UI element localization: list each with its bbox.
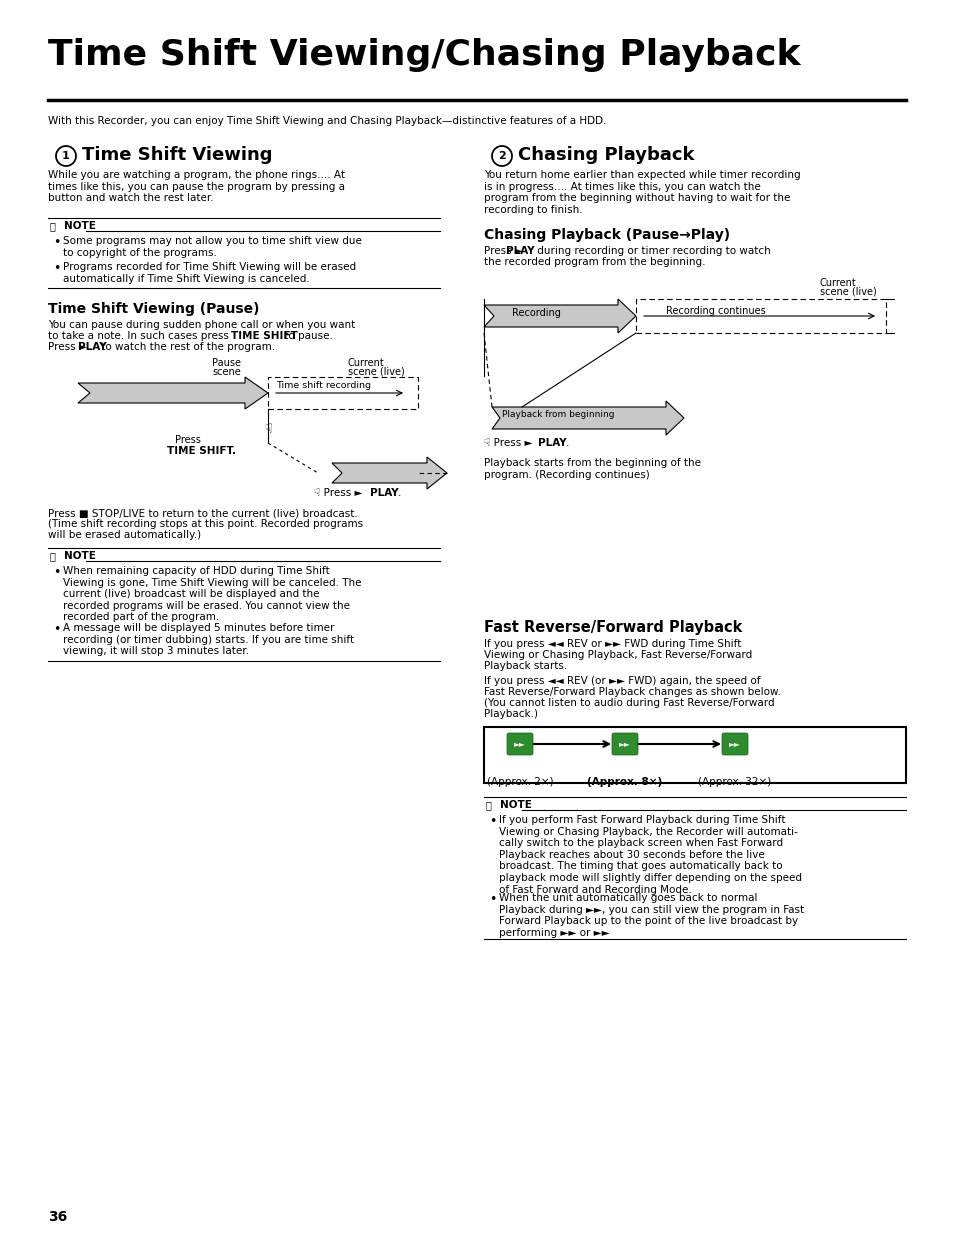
Text: If you press ◄◄ REV (or ►► FWD) again, the speed of: If you press ◄◄ REV (or ►► FWD) again, t… <box>483 676 760 685</box>
Text: to pause.: to pause. <box>281 331 333 341</box>
Text: Playback from beginning: Playback from beginning <box>501 410 614 419</box>
Text: 1: 1 <box>62 151 70 161</box>
Text: during recording or timer recording to watch: during recording or timer recording to w… <box>534 246 770 256</box>
Text: to watch the rest of the program.: to watch the rest of the program. <box>98 342 274 352</box>
Text: While you are watching a program, the phone rings.... At
times like this, you ca: While you are watching a program, the ph… <box>48 170 345 204</box>
Text: ⎙: ⎙ <box>485 800 492 810</box>
Text: Recording continues: Recording continues <box>665 306 765 316</box>
Text: TIME SHIFT: TIME SHIFT <box>231 331 297 341</box>
Text: When remaining capacity of HDD during Time Shift
Viewing is gone, Time Shift Vie: When remaining capacity of HDD during Ti… <box>63 566 361 622</box>
Text: the recorded program from the beginning.: the recorded program from the beginning. <box>483 257 705 267</box>
Text: ⎙: ⎙ <box>50 551 56 561</box>
Text: Fast Reverse/Forward Playback changes as shown below.: Fast Reverse/Forward Playback changes as… <box>483 687 781 697</box>
Text: If you perform Fast Forward Playback during Time Shift
Viewing or Chasing Playba: If you perform Fast Forward Playback dur… <box>498 815 801 894</box>
Text: ►►: ►► <box>728 740 740 748</box>
Text: You return home earlier than expected while timer recording
is in progress.... A: You return home earlier than expected wh… <box>483 170 800 215</box>
Text: Playback starts from the beginning of the
program. (Recording continues): Playback starts from the beginning of th… <box>483 458 700 479</box>
Polygon shape <box>483 299 636 333</box>
Polygon shape <box>78 377 268 409</box>
Bar <box>268 377 417 409</box>
Text: ☟ Press ►: ☟ Press ► <box>314 488 365 498</box>
Text: scene (live): scene (live) <box>348 367 404 377</box>
FancyBboxPatch shape <box>721 734 747 755</box>
Text: PLAY: PLAY <box>505 246 534 256</box>
Text: Press: Press <box>174 435 201 445</box>
Text: Recording: Recording <box>512 308 560 317</box>
Text: If you press ◄◄ REV or ►► FWD during Time Shift: If you press ◄◄ REV or ►► FWD during Tim… <box>483 638 740 650</box>
Text: (Time shift recording stops at this point. Recorded programs: (Time shift recording stops at this poin… <box>48 519 363 529</box>
Text: PLAY: PLAY <box>370 488 398 498</box>
Text: ⎙: ⎙ <box>50 221 56 231</box>
Text: Time Shift Viewing: Time Shift Viewing <box>82 146 273 164</box>
Text: Playback.): Playback.) <box>483 709 537 719</box>
Text: •: • <box>53 262 60 275</box>
Text: NOTE: NOTE <box>499 800 532 810</box>
Text: Press ■ STOP/LIVE to return to the current (live) broadcast.: Press ■ STOP/LIVE to return to the curre… <box>48 508 357 517</box>
Text: •: • <box>489 893 496 906</box>
Text: Press ►: Press ► <box>48 342 90 352</box>
Text: NOTE: NOTE <box>64 221 95 231</box>
Text: Some programs may not allow you to time shift view due
to copyright of the progr: Some programs may not allow you to time … <box>63 236 361 258</box>
Text: TIME SHIFT.: TIME SHIFT. <box>167 446 236 456</box>
FancyBboxPatch shape <box>506 734 533 755</box>
Text: A message will be displayed 5 minutes before timer
recording (or timer dubbing) : A message will be displayed 5 minutes be… <box>63 622 354 656</box>
Text: ►►: ►► <box>618 740 630 748</box>
Text: •: • <box>53 622 60 636</box>
Text: Pause: Pause <box>212 358 241 368</box>
Text: Programs recorded for Time Shift Viewing will be erased
automatically if Time Sh: Programs recorded for Time Shift Viewing… <box>63 262 355 284</box>
Text: .: . <box>397 488 401 498</box>
Text: •: • <box>489 815 496 827</box>
Text: Time shift recording: Time shift recording <box>275 382 371 390</box>
Text: NOTE: NOTE <box>64 551 95 561</box>
Text: Current: Current <box>348 358 384 368</box>
Text: .: . <box>565 438 569 448</box>
Text: Chasing Playback (Pause→Play): Chasing Playback (Pause→Play) <box>483 228 729 242</box>
Bar <box>483 727 905 783</box>
Polygon shape <box>492 401 683 435</box>
Text: (Approx. 32×): (Approx. 32×) <box>698 777 771 787</box>
Text: will be erased automatically.): will be erased automatically.) <box>48 530 201 540</box>
Text: You can pause during sudden phone call or when you want: You can pause during sudden phone call o… <box>48 320 355 330</box>
Text: Time Shift Viewing/Chasing Playback: Time Shift Viewing/Chasing Playback <box>48 38 800 72</box>
Text: scene (live): scene (live) <box>820 287 876 296</box>
FancyBboxPatch shape <box>612 734 638 755</box>
Text: •: • <box>53 566 60 579</box>
Text: •: • <box>53 236 60 249</box>
Text: 36: 36 <box>48 1210 67 1224</box>
Text: Playback starts.: Playback starts. <box>483 661 567 671</box>
Text: ☟: ☟ <box>264 424 272 436</box>
Text: (Approx. 8×): (Approx. 8×) <box>587 777 662 787</box>
Text: With this Recorder, you can enjoy Time Shift Viewing and Chasing Playback—distin: With this Recorder, you can enjoy Time S… <box>48 116 606 126</box>
Text: scene: scene <box>212 367 240 377</box>
Bar <box>636 299 885 333</box>
Text: Fast Reverse/Forward Playback: Fast Reverse/Forward Playback <box>483 620 741 635</box>
Text: Press ►: Press ► <box>483 246 525 256</box>
Text: PLAY: PLAY <box>78 342 107 352</box>
Text: Current: Current <box>820 278 856 288</box>
Text: (You cannot listen to audio during Fast Reverse/Forward: (You cannot listen to audio during Fast … <box>483 698 774 708</box>
Text: Time Shift Viewing (Pause): Time Shift Viewing (Pause) <box>48 303 259 316</box>
Text: 2: 2 <box>497 151 505 161</box>
Text: to take a note. In such cases press: to take a note. In such cases press <box>48 331 232 341</box>
Text: ►►: ►► <box>514 740 525 748</box>
Polygon shape <box>332 457 447 489</box>
Text: When the unit automatically goes back to normal
Playback during ►►, you can stil: When the unit automatically goes back to… <box>498 893 803 937</box>
Text: ☟ Press ►: ☟ Press ► <box>483 438 536 448</box>
Text: Viewing or Chasing Playback, Fast Reverse/Forward: Viewing or Chasing Playback, Fast Revers… <box>483 650 752 659</box>
Text: (Approx. 2×): (Approx. 2×) <box>486 777 553 787</box>
Text: PLAY: PLAY <box>537 438 566 448</box>
Text: Chasing Playback: Chasing Playback <box>517 146 694 164</box>
